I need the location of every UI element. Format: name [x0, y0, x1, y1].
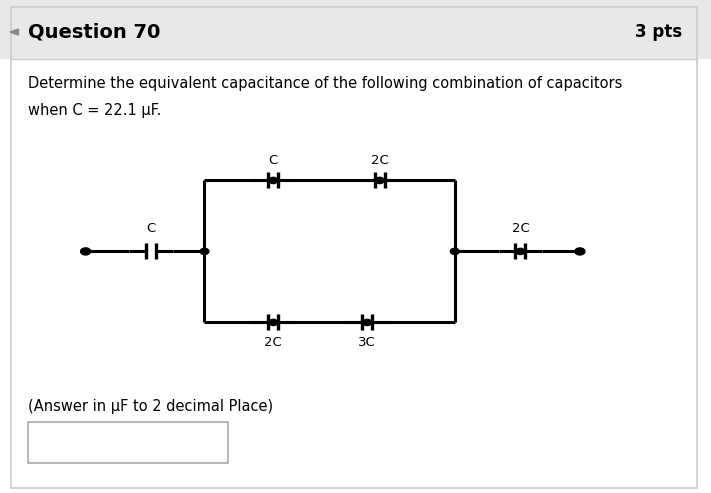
Text: 2C: 2C: [264, 336, 282, 349]
Circle shape: [80, 248, 90, 255]
Circle shape: [269, 319, 278, 325]
Text: Question 70: Question 70: [28, 23, 161, 41]
Circle shape: [575, 248, 585, 255]
Circle shape: [375, 177, 384, 183]
Circle shape: [269, 177, 278, 183]
Text: 3C: 3C: [358, 336, 376, 349]
Text: 3 pts: 3 pts: [636, 23, 683, 41]
Text: C: C: [146, 221, 156, 235]
Text: when C = 22.1 μF.: when C = 22.1 μF.: [28, 104, 162, 118]
Circle shape: [200, 248, 209, 254]
Circle shape: [450, 248, 459, 254]
Text: Determine the equivalent capacitance of the following combination of capacitors: Determine the equivalent capacitance of …: [28, 76, 623, 91]
Circle shape: [363, 319, 372, 325]
Text: (Answer in μF to 2 decimal Place): (Answer in μF to 2 decimal Place): [28, 399, 274, 414]
Text: 2C: 2C: [512, 221, 529, 235]
Circle shape: [516, 248, 525, 254]
Text: 2C: 2C: [371, 154, 388, 167]
Text: C: C: [269, 154, 278, 167]
